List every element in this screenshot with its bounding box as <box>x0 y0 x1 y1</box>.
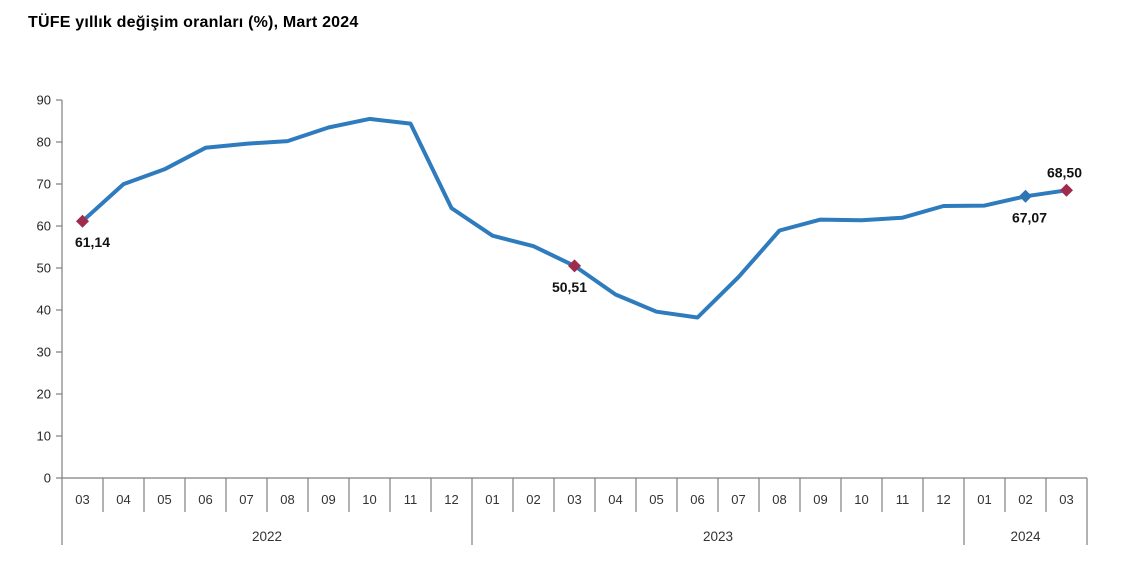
x-month-label: 12 <box>936 492 950 507</box>
x-month-label: 07 <box>239 492 253 507</box>
x-month-label: 12 <box>444 492 458 507</box>
x-month-label: 05 <box>157 492 171 507</box>
x-month-label: 01 <box>485 492 499 507</box>
x-month-label: 03 <box>567 492 581 507</box>
x-month-label: 10 <box>362 492 376 507</box>
y-tick-label: 40 <box>37 303 51 318</box>
x-month-label: 10 <box>854 492 868 507</box>
x-year-label: 2024 <box>1010 529 1041 544</box>
x-month-label: 11 <box>404 492 418 507</box>
chart-title: TÜFE yıllık değişim oranları (%), Mart 2… <box>28 14 359 31</box>
x-month-label: 03 <box>1059 492 1073 507</box>
data-point-marker-red-diamond <box>1060 183 1073 197</box>
x-month-label: 06 <box>198 492 212 507</box>
x-year-label: 2022 <box>252 529 282 544</box>
x-month-label: 02 <box>1018 492 1032 507</box>
x-month-label: 08 <box>772 492 786 507</box>
data-point-label: 68,50 <box>1047 164 1082 180</box>
x-month-label: 01 <box>977 492 991 507</box>
y-tick-label: 0 <box>44 471 51 486</box>
y-tick-label: 90 <box>37 93 51 108</box>
y-tick-label: 30 <box>37 345 51 360</box>
y-tick-label: 60 <box>37 219 51 234</box>
data-point-label: 50,51 <box>552 279 587 295</box>
data-point-label: 67,07 <box>1012 209 1047 225</box>
data-point-marker-blue-diamond <box>1019 189 1032 203</box>
x-month-label: 04 <box>608 492 622 507</box>
y-tick-label: 10 <box>37 429 51 444</box>
data-point-marker-red-diamond <box>568 259 581 273</box>
y-tick-label: 50 <box>37 261 51 276</box>
y-tick-label: 70 <box>37 177 51 192</box>
x-month-label: 11 <box>896 492 910 507</box>
x-month-label: 04 <box>116 492 130 507</box>
x-year-label: 2023 <box>703 529 733 544</box>
x-month-label: 09 <box>321 492 335 507</box>
x-month-label: 07 <box>731 492 745 507</box>
y-tick-label: 20 <box>37 387 51 402</box>
data-point-label: 61,14 <box>75 234 110 250</box>
y-tick-label: 80 <box>37 135 51 150</box>
data-point-marker-red-diamond <box>76 214 89 228</box>
x-month-label: 03 <box>75 492 89 507</box>
x-month-label: 02 <box>526 492 540 507</box>
x-month-label: 06 <box>690 492 704 507</box>
x-month-label: 05 <box>649 492 663 507</box>
x-month-label: 08 <box>280 492 294 507</box>
x-month-label: 09 <box>813 492 827 507</box>
